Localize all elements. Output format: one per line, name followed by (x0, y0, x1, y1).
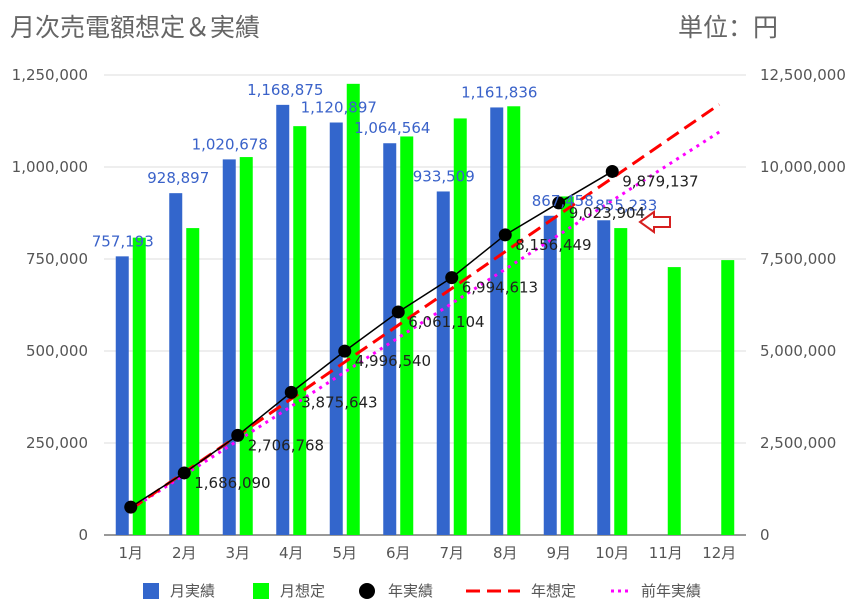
legend-label: 前年実績 (641, 582, 701, 600)
data-label-monthly-actual: 1,168,875 (247, 81, 323, 99)
cumulative-marker (391, 305, 405, 319)
cumulative-marker (231, 428, 245, 442)
data-label-cumulative: 9,879,137 (622, 172, 698, 190)
x-tick-label: 7月 (439, 544, 464, 562)
legend-swatch (359, 583, 375, 599)
x-tick-label: 8月 (493, 544, 518, 562)
left-tick-label: 0 (78, 526, 88, 544)
bar-monthly-plan (507, 106, 521, 535)
data-label-monthly-actual: 1,161,836 (461, 83, 537, 101)
bar-monthly-plan (614, 228, 628, 535)
data-label-cumulative: 8,156,449 (515, 236, 591, 254)
x-tick-label: 12月 (702, 544, 736, 562)
left-tick-label: 1,250,000 (12, 66, 88, 84)
right-tick-label: 12,500,000 (760, 66, 846, 84)
bar-monthly-actual (383, 143, 397, 535)
right-tick-label: 10,000,000 (760, 158, 846, 176)
left-tick-label: 750,000 (26, 250, 88, 268)
x-tick-label: 2月 (172, 544, 197, 562)
x-tick-label: 9月 (546, 544, 571, 562)
bar-monthly-actual (490, 107, 504, 536)
bar-monthly-actual (329, 122, 343, 536)
data-label-cumulative: 3,875,643 (301, 393, 377, 411)
cumulative-marker (338, 344, 352, 358)
legend-swatch (253, 583, 269, 599)
left-tick-label: 1,000,000 (12, 158, 88, 176)
data-label-monthly-actual: 1,064,564 (354, 119, 430, 137)
line-line-dashed (129, 103, 721, 511)
bar-monthly-plan (560, 196, 574, 535)
legend-swatch (143, 583, 159, 599)
chart-title: 月次売電額想定＆実績 (10, 13, 261, 42)
bar-monthly-plan (721, 260, 735, 535)
bar-monthly-actual (115, 256, 129, 535)
right-tick-label: 2,500,000 (760, 434, 836, 452)
bar-monthly-actual (276, 104, 290, 535)
arrow-left-icon (638, 210, 671, 234)
x-tick-label: 5月 (332, 544, 357, 562)
data-label-monthly-actual: 928,897 (147, 169, 209, 187)
right-tick-label: 0 (760, 526, 770, 544)
data-label-monthly-actual: 1,120,897 (301, 99, 377, 117)
x-tick-label: 6月 (386, 544, 411, 562)
line-cumulative-actual (130, 170, 613, 508)
bar-monthly-actual (169, 193, 183, 536)
left-tick-label: 250,000 (26, 434, 88, 452)
bar-monthly-plan (239, 157, 253, 535)
x-tick-label: 10月 (595, 544, 629, 562)
cumulative-marker (498, 228, 512, 242)
cumulative-marker (284, 385, 298, 399)
right-tick-label: 5,000,000 (760, 342, 836, 360)
bar-monthly-plan (132, 237, 146, 535)
legend-label: 月想定 (280, 582, 325, 600)
cumulative-marker (445, 271, 459, 285)
unit-label: 単位：円 (677, 13, 778, 42)
data-label-monthly-actual: 1,020,678 (192, 135, 268, 153)
bar-monthly-plan (293, 126, 307, 535)
bar-monthly-actual (543, 215, 557, 535)
data-label-cumulative: 2,706,768 (248, 436, 324, 454)
bar-monthly-actual (436, 191, 450, 535)
cumulative-marker (177, 466, 191, 480)
data-label-cumulative: 6,061,104 (408, 313, 484, 331)
cumulative-marker (124, 500, 138, 514)
bar-monthly-plan (186, 228, 200, 535)
bar-monthly-actual (222, 159, 236, 535)
bar-monthly-plan (667, 267, 681, 535)
bar-monthly-plan (400, 136, 414, 535)
cumulative-marker (552, 196, 566, 210)
x-tick-label: 3月 (225, 544, 250, 562)
right-tick-label: 7,500,000 (760, 250, 836, 268)
data-label-cumulative: 6,994,613 (462, 279, 538, 297)
bar-monthly-plan (453, 118, 467, 535)
bar-monthly-plan (346, 83, 360, 535)
legend-label: 月実績 (170, 582, 215, 600)
bar-monthly-actual (597, 220, 611, 535)
x-tick-label: 4月 (279, 544, 304, 562)
data-label-cumulative: 9,023,904 (569, 204, 645, 222)
legend-label: 年実績 (388, 582, 433, 600)
data-label-monthly-actual: 867,458 (532, 192, 594, 210)
data-label-cumulative: 1,686,090 (194, 474, 270, 492)
legend-label: 年想定 (531, 582, 576, 600)
x-tick-label: 11月 (649, 544, 683, 562)
left-tick-label: 500,000 (26, 342, 88, 360)
data-label-monthly-actual: 933,509 (413, 167, 475, 185)
x-tick-label: 1月 (118, 544, 143, 562)
data-label-monthly-actual: 855,233 (595, 196, 657, 214)
cumulative-marker (605, 164, 619, 178)
data-label-cumulative: 4,996,540 (355, 352, 431, 370)
data-label-monthly-actual: 757,193 (92, 232, 154, 250)
